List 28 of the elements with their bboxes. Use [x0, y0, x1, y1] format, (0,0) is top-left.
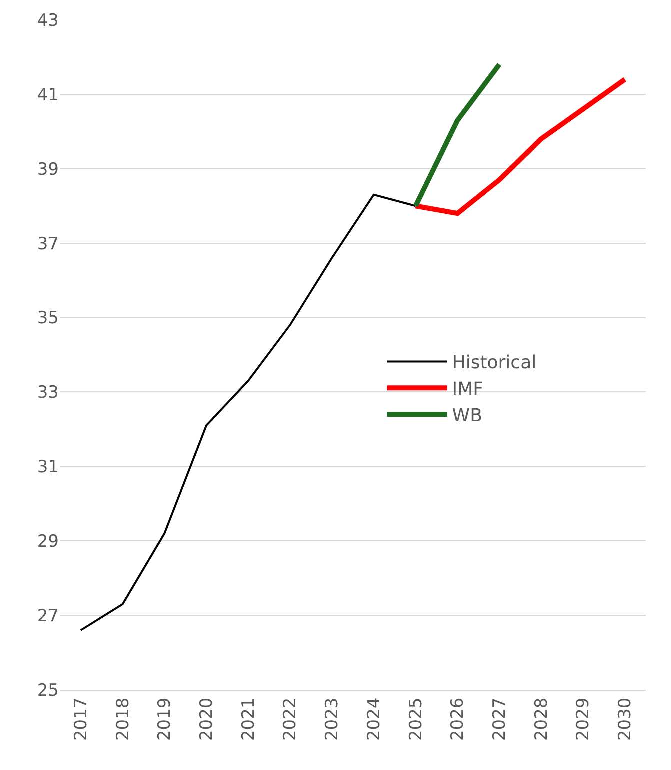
x-tick-label: 2025: [406, 698, 426, 742]
x-tick-label: 2017: [71, 698, 92, 742]
y-tick-label: 37: [37, 234, 59, 254]
x-tick-label: 2021: [238, 698, 259, 742]
x-tick-label: 2019: [155, 698, 176, 742]
x-tick-label: 2028: [532, 698, 552, 742]
x-tick-label: 2030: [616, 698, 636, 742]
x-tick-label: 2027: [490, 698, 510, 742]
x-tick-label: 2020: [197, 698, 218, 742]
x-tick-label: 2023: [322, 698, 343, 742]
x-tick-label: 2024: [364, 698, 384, 742]
legend-label: Historical: [452, 352, 537, 374]
y-tick-label: 25: [37, 680, 59, 701]
x-tick-label: 2026: [448, 698, 468, 742]
y-tick-label: 43: [37, 10, 59, 31]
y-tick-label: 31: [37, 458, 59, 478]
y-tick-label: 29: [37, 532, 59, 552]
legend-label: IMF: [452, 379, 484, 400]
x-tick-label: 2022: [280, 698, 301, 742]
legend-label: WB: [452, 406, 482, 427]
y-tick-label: 27: [37, 606, 59, 627]
x-tick-label: 2029: [574, 698, 594, 742]
y-tick-label: 41: [37, 85, 59, 106]
line-series: [80, 194, 417, 632]
y-tick-label: 39: [37, 160, 59, 180]
x-tick-label: 2018: [113, 698, 134, 742]
y-tick-label: 33: [37, 383, 59, 404]
y-tick-label: 35: [37, 308, 59, 329]
